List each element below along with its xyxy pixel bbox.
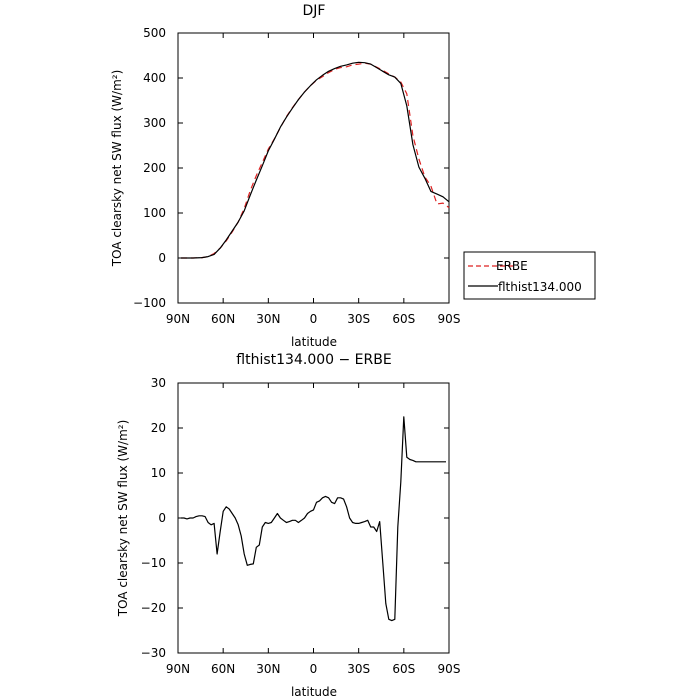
x-tick-label: 30N [256, 662, 280, 676]
x-tick-label: 0 [310, 662, 318, 676]
axis-ticks: 90N 60N 30N 0 30S 60S 90S −100 0 100 200 300 400 500 [133, 26, 460, 326]
y-tick-label: 200 [143, 161, 166, 175]
flux-panel: DJF 90N 60N 30N 0 30S 60S 90S −100 0 100 200 300 400… [110, 3, 460, 349]
legend-box [463, 251, 596, 300]
y-tick-label: 500 [143, 26, 166, 40]
y-tick-label: −10 [141, 556, 166, 570]
series-layer [181, 416, 446, 622]
axis-ticks: 90N 60N 30N 0 30S 60S 90S −30 −20 −10 0 10 20 30 [141, 376, 461, 676]
y-tick-label: 0 [158, 251, 166, 265]
x-tick-label: 60N [211, 662, 235, 676]
x-tick-label: 90S [438, 662, 461, 676]
y-tick-label: −20 [141, 601, 166, 615]
legend: ERBE flthist134.000 [463, 251, 596, 300]
x-tick-label: 0 [310, 312, 318, 326]
series-layer [181, 61, 450, 259]
x-tick-label: 30S [347, 662, 370, 676]
y-tick-label: −30 [141, 646, 166, 660]
y-tick-label: 30 [151, 376, 166, 390]
y-tick-label: 10 [151, 466, 166, 480]
x-axis-label: latitude [291, 685, 337, 699]
x-axis-label: latitude [291, 335, 337, 349]
y-tick-label: 100 [143, 206, 166, 220]
x-tick-label: 90N [166, 662, 190, 676]
difference-panel: flthist134.000 − ERBE 90N 60N 30N 0 30S 60S 90… [116, 352, 460, 699]
y-axis-label: TOA clearsky net SW flux (W/m²) [116, 420, 130, 618]
x-tick-label: 60S [392, 662, 415, 676]
x-tick-label: 60S [392, 312, 415, 326]
legend-label-erbe: ERBE [496, 259, 528, 273]
series-line-difference [181, 416, 446, 622]
series-line-flthist134-000 [181, 61, 450, 259]
x-tick-label: 60N [211, 312, 235, 326]
y-tick-label: 300 [143, 116, 166, 130]
y-axis-label: TOA clearsky net SW flux (W/m²) [110, 70, 124, 268]
x-tick-label: 30N [256, 312, 280, 326]
x-tick-label: 90N [166, 312, 190, 326]
y-tick-label: 20 [151, 421, 166, 435]
chart-title: flthist134.000 − ERBE [236, 352, 391, 368]
y-tick-label: −100 [133, 296, 166, 310]
legend-label-model: flthist134.000 [498, 280, 582, 294]
y-tick-label: 0 [158, 511, 166, 525]
plot-frame [177, 382, 450, 654]
chart-title: DJF [303, 3, 326, 19]
x-tick-label: 30S [347, 312, 370, 326]
series-line-erbe [181, 62, 450, 259]
x-tick-label: 90S [438, 312, 461, 326]
y-tick-label: 400 [143, 71, 166, 85]
plot-frame [177, 32, 450, 304]
